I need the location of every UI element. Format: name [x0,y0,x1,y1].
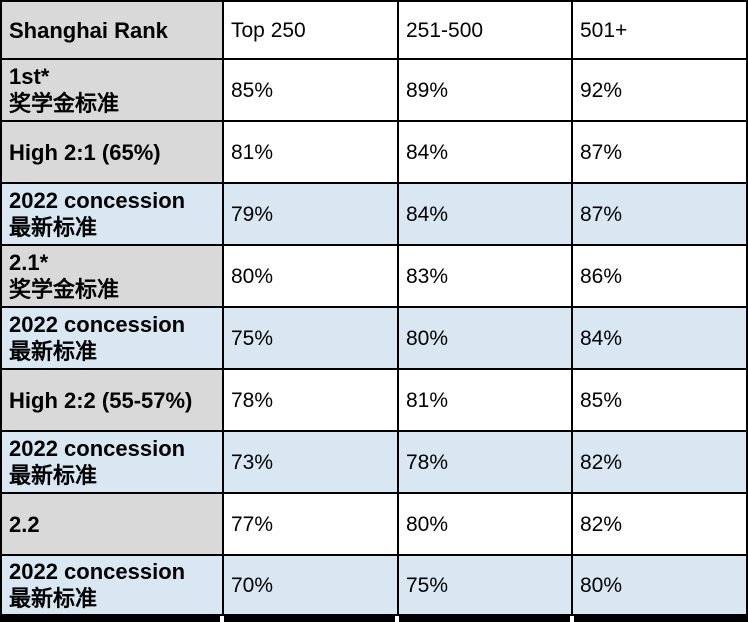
value-cell: 92% [573,60,748,122]
row-label-zh: 奖学金标准 [9,91,120,116]
value-cell: 75% [399,556,573,616]
value-text: 77% [231,512,274,536]
value-cell: 84% [399,184,573,246]
value-cell: 84% [399,122,573,184]
row-label-en: 2022 concession [9,312,186,337]
row-label-cell: 2022 concession 最新标准 [2,308,224,370]
header-cell-501-plus: 501+ [573,2,748,60]
value-text: 83% [406,264,449,288]
value-cell: 80% [399,494,573,556]
row-label-en: 1st* [9,64,50,89]
value-cell: 73% [224,432,399,494]
value-text: 78% [406,450,449,474]
value-cell: 78% [399,432,573,494]
value-text: 73% [231,450,274,474]
row-label-en: High 2:1 (65%) [9,139,161,165]
row-label-cell: 2022 concession 最新标准 [2,432,224,494]
value-text: 81% [231,140,274,164]
value-cell: 87% [573,184,748,246]
row-label-en: 2.1* [9,250,49,275]
row-label-zh: 最新标准 [9,586,98,611]
value-cell: 75% [224,308,399,370]
value-text: 84% [406,202,449,226]
row-label-cell: High 2:1 (65%) [2,122,224,184]
row-label-en: 2.2 [9,511,40,537]
row-label-en: 2022 concession [9,436,186,461]
value-text: 80% [231,264,274,288]
value-cell: 89% [399,60,573,122]
cutoff-border-gap [395,616,399,622]
value-text: 82% [580,512,623,536]
value-text: 80% [406,326,449,350]
header-label: Shanghai Rank [9,17,168,43]
value-cell: 70% [224,556,399,616]
value-cell: 80% [224,246,399,308]
row-label-zh: 最新标准 [9,339,98,364]
header-label: 501+ [580,18,628,42]
value-text: 75% [231,326,274,350]
value-cell: 82% [573,432,748,494]
header-label: 251-500 [406,18,484,42]
value-text: 78% [231,388,274,412]
value-cell: 81% [399,370,573,432]
value-cell: 83% [399,246,573,308]
header-label: Top 250 [231,18,306,42]
value-cell: 78% [224,370,399,432]
value-text: 89% [406,78,449,102]
header-cell-shanghai-rank: Shanghai Rank [2,2,224,60]
value-cell: 87% [573,122,748,184]
cutoff-border-gap [220,616,224,622]
row-label-en: High 2:2 (55-57%) [9,387,193,413]
row-label-en: 2022 concession [9,188,186,213]
value-text: 75% [406,573,449,597]
value-text: 84% [406,140,449,164]
value-text: 80% [406,512,449,536]
value-cell: 86% [573,246,748,308]
value-text: 84% [580,326,623,350]
value-cell: 80% [399,308,573,370]
header-cell-251-500: 251-500 [399,2,573,60]
cutoff-border-gap [570,616,574,622]
value-text: 79% [231,202,274,226]
value-text: 87% [580,140,623,164]
row-label-zh: 最新标准 [9,215,98,240]
header-cell-top-250: Top 250 [224,2,399,60]
row-label-cell: 2022 concession 最新标准 [2,184,224,246]
value-text: 85% [231,78,274,102]
row-label-cell: 2.2 [2,494,224,556]
cutoff-next-row [0,616,748,622]
value-cell: 81% [224,122,399,184]
row-label-cell: 2.1* 奖学金标准 [2,246,224,308]
value-text: 70% [231,573,274,597]
row-label-en: 2022 concession [9,559,186,584]
value-cell: 82% [573,494,748,556]
value-text: 92% [580,78,623,102]
value-cell: 84% [573,308,748,370]
value-text: 82% [580,450,623,474]
row-label-zh: 奖学金标准 [9,277,120,302]
row-label-cell: High 2:2 (55-57%) [2,370,224,432]
value-text: 86% [580,264,623,288]
row-label-zh: 最新标准 [9,463,98,488]
value-cell: 85% [573,370,748,432]
row-label-cell: 2022 concession 最新标准 [2,556,224,616]
row-label-cell: 1st* 奖学金标准 [2,60,224,122]
value-cell: 85% [224,60,399,122]
value-cell: 79% [224,184,399,246]
value-text: 81% [406,388,449,412]
value-cell: 77% [224,494,399,556]
value-text: 85% [580,388,623,412]
value-cell: 80% [573,556,748,616]
value-text: 80% [580,573,623,597]
value-text: 87% [580,202,623,226]
